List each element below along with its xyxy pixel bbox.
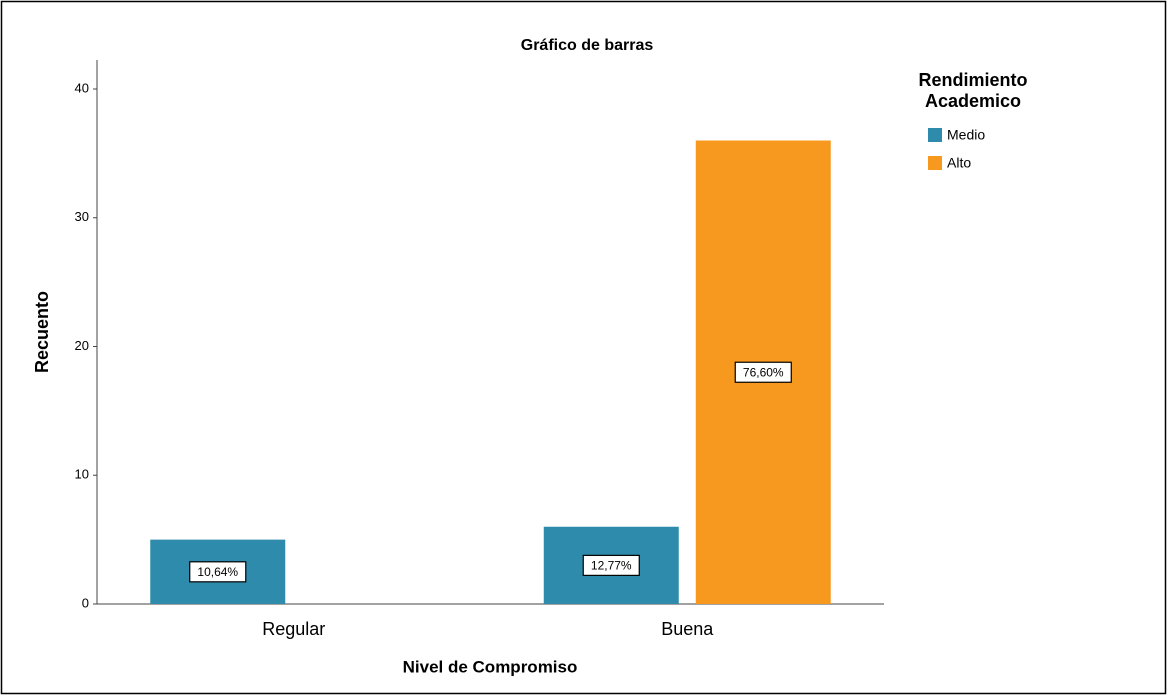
y-tick-label: 20 bbox=[75, 338, 89, 353]
value-label: 12,77% bbox=[591, 559, 632, 573]
legend-label: Medio bbox=[947, 127, 985, 143]
x-axis-title: Nivel de Compromiso bbox=[403, 657, 578, 676]
y-axis-title: Recuento bbox=[32, 291, 52, 373]
legend-swatch bbox=[928, 156, 942, 170]
value-label: 76,60% bbox=[743, 365, 784, 379]
value-label-box bbox=[582, 554, 640, 576]
y-tick-label: 10 bbox=[75, 467, 89, 482]
value-label-box bbox=[734, 361, 792, 383]
x-tick-label: Buena bbox=[661, 619, 714, 639]
legend-title: Rendimiento Academico bbox=[918, 70, 1028, 111]
legend-label: Alto bbox=[947, 155, 971, 171]
value-label: 10,64% bbox=[197, 565, 238, 579]
y-tick-label: 30 bbox=[75, 209, 89, 224]
chart-title: Gráfico de barras bbox=[521, 37, 654, 54]
value-label-box bbox=[189, 561, 247, 583]
y-tick-label: 0 bbox=[82, 595, 89, 610]
y-tick-label: 40 bbox=[75, 80, 89, 95]
x-tick-label: Regular bbox=[262, 619, 325, 639]
legend-swatch bbox=[928, 128, 942, 142]
